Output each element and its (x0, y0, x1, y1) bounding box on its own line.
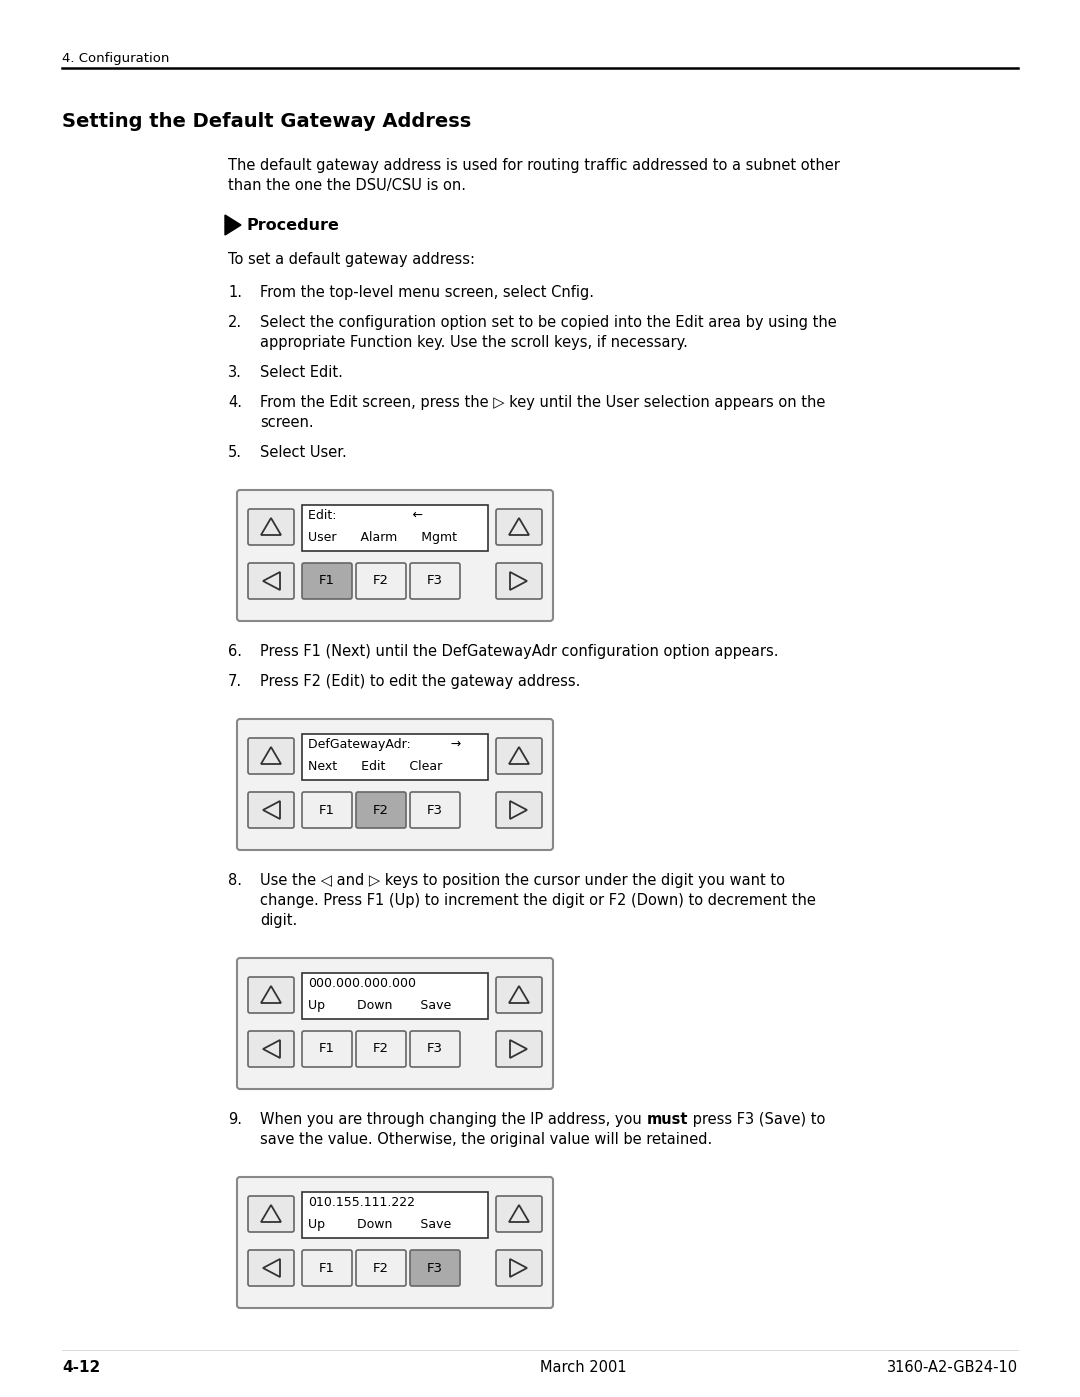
Text: DefGatewayAdr:          →: DefGatewayAdr: → (308, 738, 461, 752)
Bar (302, 504, 488, 550)
Text: 9.: 9. (228, 1112, 242, 1127)
Text: F3: F3 (427, 803, 443, 816)
Text: 5.: 5. (228, 446, 242, 460)
FancyBboxPatch shape (248, 563, 294, 599)
Text: The default gateway address is used for routing traffic addressed to a subnet ot: The default gateway address is used for … (228, 158, 840, 173)
FancyBboxPatch shape (302, 563, 352, 599)
Text: Use the ◁ and ▷ keys to position the cursor under the digit you want to: Use the ◁ and ▷ keys to position the cur… (260, 873, 785, 888)
Text: Press F1 (Next) until the DefGatewayAdr configuration option appears.: Press F1 (Next) until the DefGatewayAdr … (260, 644, 779, 659)
Polygon shape (225, 215, 241, 235)
Text: 3.: 3. (228, 365, 242, 380)
Text: must: must (646, 1112, 688, 1127)
FancyBboxPatch shape (248, 509, 294, 545)
FancyBboxPatch shape (237, 490, 553, 622)
Text: Procedure: Procedure (247, 218, 340, 233)
Text: F1: F1 (319, 1042, 335, 1056)
Text: save the value. Otherwise, the original value will be retained.: save the value. Otherwise, the original … (260, 1132, 712, 1147)
Text: User      Alarm      Mgmt: User Alarm Mgmt (308, 531, 457, 543)
FancyBboxPatch shape (496, 977, 542, 1013)
Text: 2.: 2. (228, 314, 242, 330)
FancyBboxPatch shape (356, 792, 406, 828)
FancyBboxPatch shape (248, 1196, 294, 1232)
Text: press F3 (Save) to: press F3 (Save) to (688, 1112, 825, 1127)
FancyBboxPatch shape (248, 977, 294, 1013)
FancyBboxPatch shape (496, 563, 542, 599)
Text: F1: F1 (319, 803, 335, 816)
Text: Setting the Default Gateway Address: Setting the Default Gateway Address (62, 112, 471, 131)
FancyBboxPatch shape (237, 958, 553, 1090)
FancyBboxPatch shape (237, 1178, 553, 1308)
Text: appropriate Function key. Use the scroll keys, if necessary.: appropriate Function key. Use the scroll… (260, 335, 688, 351)
FancyBboxPatch shape (410, 1250, 460, 1287)
Text: To set a default gateway address:: To set a default gateway address: (228, 251, 475, 267)
Text: 3160-A2-GB24-10: 3160-A2-GB24-10 (887, 1361, 1018, 1375)
Text: 4-12: 4-12 (62, 1361, 100, 1375)
Text: March 2001: March 2001 (540, 1361, 626, 1375)
FancyBboxPatch shape (248, 792, 294, 828)
Text: change. Press F1 (Up) to increment the digit or F2 (Down) to decrement the: change. Press F1 (Up) to increment the d… (260, 893, 815, 908)
Text: Edit:                   ←: Edit: ← (308, 509, 423, 522)
Text: From the top-level menu screen, select Cnfig.: From the top-level menu screen, select C… (260, 285, 594, 300)
Text: F2: F2 (373, 1042, 389, 1056)
Text: Up        Down       Save: Up Down Save (308, 1218, 451, 1231)
Text: 7.: 7. (228, 673, 242, 689)
Text: Select Edit.: Select Edit. (260, 365, 342, 380)
Text: F2: F2 (373, 574, 389, 588)
Text: 1.: 1. (228, 285, 242, 300)
FancyBboxPatch shape (496, 738, 542, 774)
Text: Select User.: Select User. (260, 446, 347, 460)
FancyBboxPatch shape (248, 1250, 294, 1287)
Text: 010.155.111.222: 010.155.111.222 (308, 1196, 415, 1208)
Bar (302, 1192, 488, 1238)
Text: Select the configuration option set to be copied into the Edit area by using the: Select the configuration option set to b… (260, 314, 837, 330)
FancyBboxPatch shape (496, 792, 542, 828)
FancyBboxPatch shape (356, 563, 406, 599)
FancyBboxPatch shape (410, 563, 460, 599)
Text: F3: F3 (427, 574, 443, 588)
FancyBboxPatch shape (410, 792, 460, 828)
FancyBboxPatch shape (356, 1250, 406, 1287)
Text: than the one the DSU/CSU is on.: than the one the DSU/CSU is on. (228, 177, 465, 193)
FancyBboxPatch shape (410, 1031, 460, 1067)
FancyBboxPatch shape (496, 509, 542, 545)
Text: 6.: 6. (228, 644, 242, 659)
Text: 4. Configuration: 4. Configuration (62, 52, 170, 66)
Text: 000.000.000.000: 000.000.000.000 (308, 977, 416, 990)
Text: screen.: screen. (260, 415, 313, 430)
Text: 4.: 4. (228, 395, 242, 409)
FancyBboxPatch shape (248, 1031, 294, 1067)
FancyBboxPatch shape (356, 1031, 406, 1067)
Text: From the Edit screen, press the ▷ key until the User selection appears on the: From the Edit screen, press the ▷ key un… (260, 395, 825, 409)
Text: Next      Edit      Clear: Next Edit Clear (308, 760, 442, 773)
FancyBboxPatch shape (496, 1250, 542, 1287)
Text: F1: F1 (319, 574, 335, 588)
Text: Press F2 (Edit) to edit the gateway address.: Press F2 (Edit) to edit the gateway addr… (260, 673, 580, 689)
Text: F1: F1 (319, 1261, 335, 1274)
Text: F3: F3 (427, 1261, 443, 1274)
FancyBboxPatch shape (248, 738, 294, 774)
Text: Up        Down       Save: Up Down Save (308, 999, 451, 1011)
Text: F2: F2 (373, 1261, 389, 1274)
Text: F2: F2 (373, 803, 389, 816)
FancyBboxPatch shape (302, 792, 352, 828)
Text: digit.: digit. (260, 914, 297, 928)
Bar (302, 733, 488, 780)
FancyBboxPatch shape (496, 1031, 542, 1067)
Bar (302, 972, 488, 1018)
Text: F3: F3 (427, 1042, 443, 1056)
FancyBboxPatch shape (237, 719, 553, 849)
Text: When you are through changing the IP address, you: When you are through changing the IP add… (260, 1112, 646, 1127)
FancyBboxPatch shape (302, 1250, 352, 1287)
FancyBboxPatch shape (302, 1031, 352, 1067)
Text: 8.: 8. (228, 873, 242, 888)
FancyBboxPatch shape (496, 1196, 542, 1232)
